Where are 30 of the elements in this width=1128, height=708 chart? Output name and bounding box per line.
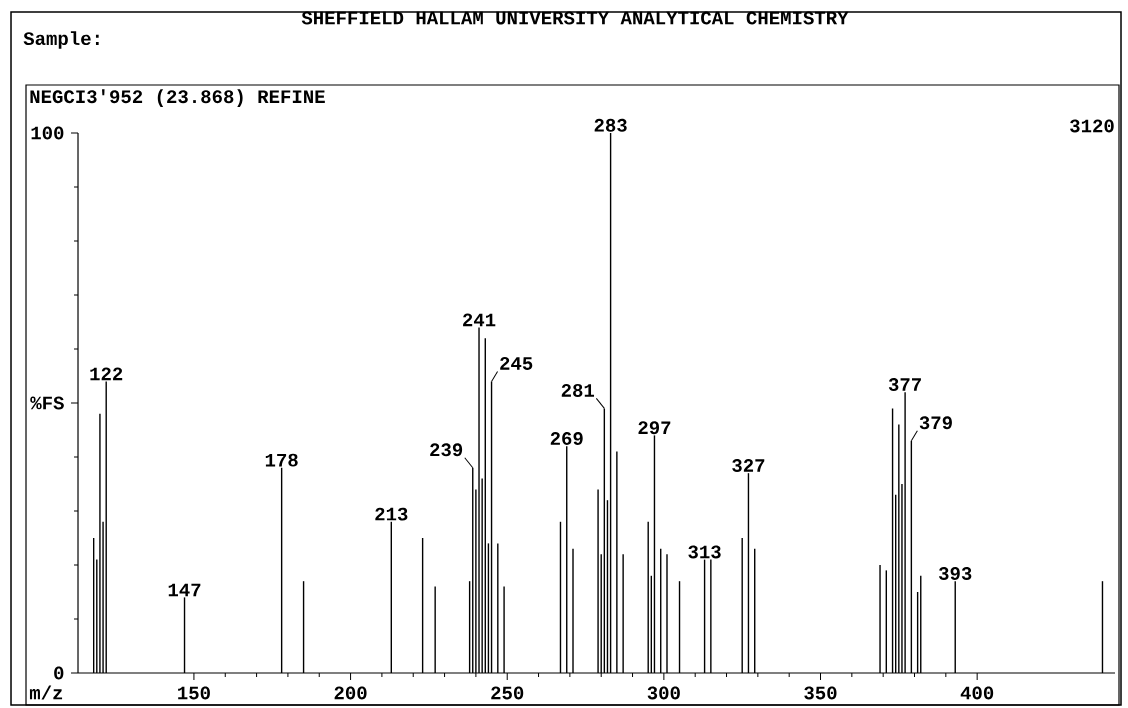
x-tick-label: 400 [960,686,994,700]
annotation: 239 [430,443,463,457]
annotation: 327 [732,459,765,472]
annotation: 122 [90,367,123,381]
annotation: 178 [265,453,298,467]
annotation: 377 [888,378,921,391]
annotation: 269 [550,432,583,445]
annotation: 213 [375,507,408,521]
chart-subtitle: NEGCI3'952 (23.868) REFINE [30,89,325,107]
x-axis-title: m/z [29,685,63,700]
annotation: 281 [561,384,595,397]
x-tick-label: 250 [491,686,524,700]
y-tick-label: %FS [30,396,64,410]
annotation: 379 [919,416,952,430]
y-tick-label: 0 [54,666,64,680]
text: Sample: [23,31,99,49]
x-tick-label: 200 [334,686,367,700]
annotation: 241 [463,313,496,327]
annotation: 393 [938,567,972,580]
y-tick-label: 100 [31,126,64,140]
annotation: 245 [500,357,533,370]
annotation: 147 [168,583,201,597]
x-tick-label: 300 [647,686,680,700]
x-tick-label: 150 [178,686,210,700]
annotation: 313 [688,545,721,559]
annotation: 283 [594,118,627,132]
text: 3120 [1070,119,1114,133]
x-tick-label: 350 [804,686,837,700]
annotation: 297 [638,421,671,435]
chart-title: SHEFFIELD HALLAM UNIVERSITY ANALYTICAL CHEMISTRY [301,11,849,25]
